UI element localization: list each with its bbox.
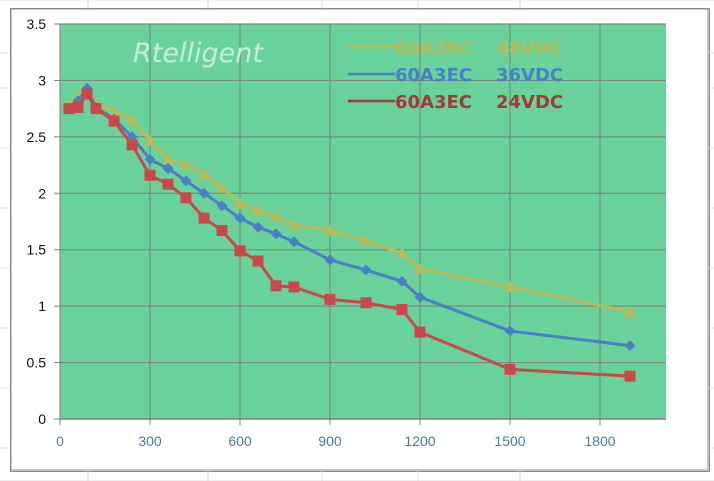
triangle-marker [144, 134, 156, 146]
triangle-marker [396, 247, 408, 259]
diamond-marker [324, 254, 336, 266]
square-marker [180, 192, 192, 204]
y-tick-label: 2 [38, 185, 46, 201]
triangle-marker [234, 197, 246, 209]
diamond-marker [252, 221, 264, 233]
diamond-marker [288, 236, 300, 248]
x-tick-label: 1200 [404, 433, 435, 449]
x-tick-label: 1800 [584, 433, 615, 449]
legend-voltage: 48VDC [496, 38, 563, 59]
triangle-marker [288, 218, 300, 230]
x-tick-label: 600 [228, 433, 252, 449]
legend-item: 60A3EC 36VDC [348, 65, 563, 86]
square-marker [252, 255, 264, 267]
legend: 60A3EC 48VDC 60A3EC 36VDC 60A3EC 24VDC [348, 38, 563, 113]
square-marker [270, 280, 282, 292]
triangle-marker [624, 305, 636, 317]
x-axis-tick-labels: 0 300 600 900 1200 1500 1800 [56, 433, 616, 449]
triangle-marker [360, 234, 372, 246]
square-marker [504, 363, 516, 375]
square-marker [396, 304, 408, 316]
y-tick-label: 1.5 [27, 242, 47, 258]
y-tick-label: 1 [38, 298, 46, 314]
x-tick-label: 0 [56, 433, 64, 449]
triangle-marker [270, 210, 282, 222]
diamond-marker [180, 175, 192, 187]
diamond-marker [396, 275, 408, 287]
square-marker [63, 103, 75, 115]
diamond-marker [360, 264, 372, 276]
square-marker [90, 103, 102, 115]
square-marker [288, 281, 300, 293]
square-marker [360, 297, 372, 309]
diamond-marker [504, 325, 516, 337]
triangle-marker [198, 168, 210, 180]
square-marker [108, 115, 120, 127]
brand-watermark: Rtelligent [133, 38, 264, 69]
diamond-marker [144, 153, 156, 165]
triangle-marker [126, 113, 138, 125]
series-2 [63, 88, 636, 382]
axes [54, 23, 666, 425]
legend-voltage: 36VDC [496, 65, 563, 86]
diamond-marker [414, 291, 426, 303]
square-marker [624, 370, 636, 382]
triangle-marker [180, 159, 192, 171]
legend-voltage: 24VDC [496, 92, 563, 113]
legend-item: 60A3EC 48VDC [348, 38, 563, 59]
x-tick-label: 1500 [494, 433, 525, 449]
square-marker [126, 139, 138, 151]
square-marker [414, 326, 426, 338]
triangle-marker [324, 224, 336, 236]
legend-model: 60A3EC [395, 65, 472, 86]
square-marker [234, 245, 246, 257]
square-marker [72, 102, 84, 114]
data-series [63, 82, 636, 382]
legend-model: 60A3EC [395, 92, 472, 113]
diamond-marker [162, 162, 174, 174]
y-tick-label: 3 [38, 72, 46, 88]
diamond-marker [624, 340, 636, 352]
triangle-marker [108, 104, 120, 116]
square-marker [216, 225, 228, 237]
triangle-marker [414, 262, 426, 274]
y-tick-label: 0 [38, 411, 46, 427]
y-tick-label: 2.5 [27, 129, 47, 145]
legend-item: 60A3EC 24VDC [348, 92, 563, 113]
triangle-marker [252, 204, 264, 216]
square-marker [324, 293, 336, 305]
square-marker [198, 212, 210, 224]
y-tick-label: 0.5 [27, 355, 47, 371]
diamond-marker [198, 187, 210, 199]
square-marker [144, 169, 156, 181]
triangle-marker [162, 153, 174, 165]
square-marker [81, 88, 93, 100]
y-axis-tick-labels: 0 0.5 1 1.5 2 2.5 3 3.5 [27, 16, 47, 427]
legend-model: 60A3EC [395, 38, 472, 59]
triangle-marker [216, 181, 228, 193]
x-tick-label: 900 [318, 433, 342, 449]
diamond-marker [270, 228, 282, 240]
diamond-marker [234, 212, 246, 224]
plot-area [60, 24, 666, 419]
square-marker [162, 178, 174, 190]
triangle-marker [504, 280, 516, 292]
diamond-marker [216, 200, 228, 212]
x-tick-label: 300 [138, 433, 162, 449]
y-tick-label: 3.5 [27, 16, 47, 32]
